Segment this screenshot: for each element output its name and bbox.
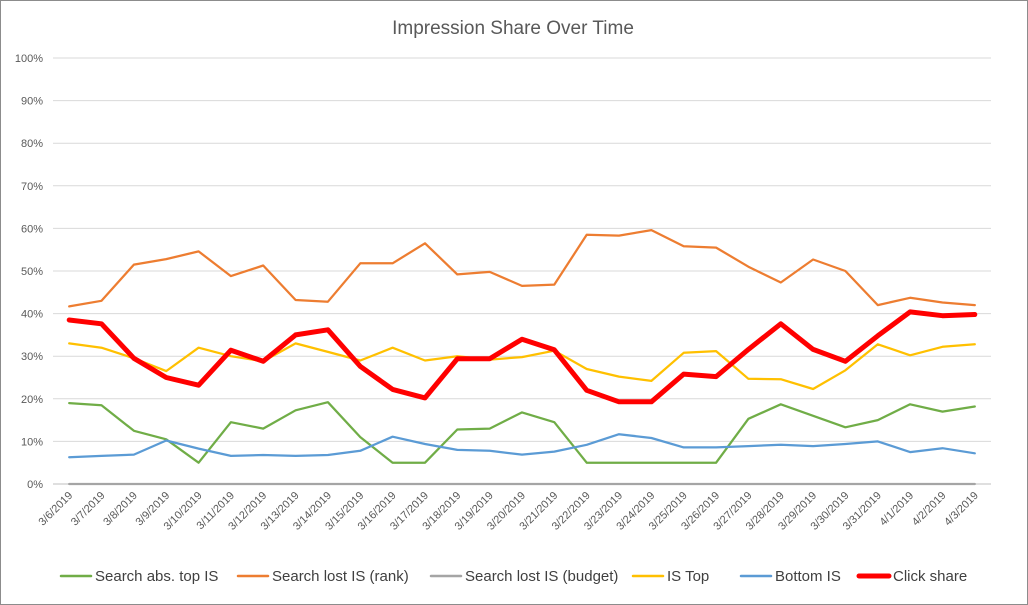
y-tick-label: 30%	[21, 351, 43, 363]
y-tick-label: 50%	[21, 266, 43, 278]
chart-title: Impression Share Over Time	[392, 18, 634, 39]
gridlines	[53, 57, 991, 485]
x-axis-tick-labels: 3/6/20193/7/20193/8/20193/9/20193/10/201…	[37, 490, 981, 533]
y-tick-label: 80%	[21, 138, 43, 150]
y-tick-label: 40%	[21, 309, 43, 321]
y-tick-label: 60%	[21, 223, 43, 235]
legend-label-bottom-is: Bottom IS	[775, 568, 841, 585]
series-line-click-share	[66, 309, 978, 405]
y-tick-label: 20%	[21, 394, 43, 406]
legend-label-click-share: Click share	[893, 568, 967, 585]
y-tick-label: 10%	[21, 436, 43, 448]
legend: Search abs. top IS Search lost IS (rank) S…	[59, 568, 967, 585]
y-axis-tick-labels: 0% 10% 20% 30% 40% 50% 60% 70% 80% 90% 100%	[15, 53, 43, 491]
legend-label-search-abs-top-is: Search abs. top IS	[95, 568, 218, 585]
legend-label-is-top: IS Top	[667, 568, 709, 585]
series-line-search-abs-top-is	[68, 401, 976, 464]
x-tick-label: 4/2/2019	[910, 490, 949, 529]
series-line-search-lost-is-rank	[68, 228, 976, 308]
series-line-is-top	[68, 342, 976, 391]
y-tick-label: 0%	[27, 479, 43, 491]
y-tick-label: 90%	[21, 96, 43, 108]
x-tick-label: 3/7/2019	[69, 490, 108, 529]
y-tick-label: 100%	[15, 53, 43, 65]
x-tick-label: 4/3/2019	[942, 490, 981, 529]
legend-label-search-lost-is-rank: Search lost IS (rank)	[272, 568, 409, 585]
series-lines	[66, 228, 978, 486]
legend-label-search-lost-is-budget: Search lost IS (budget)	[465, 568, 618, 585]
x-tick-label: 4/1/2019	[877, 490, 916, 529]
x-tick-label: 3/8/2019	[101, 490, 140, 529]
x-tick-label: 3/6/2019	[37, 490, 76, 529]
y-tick-label: 70%	[21, 181, 43, 193]
series-line-bottom-is	[68, 433, 976, 459]
